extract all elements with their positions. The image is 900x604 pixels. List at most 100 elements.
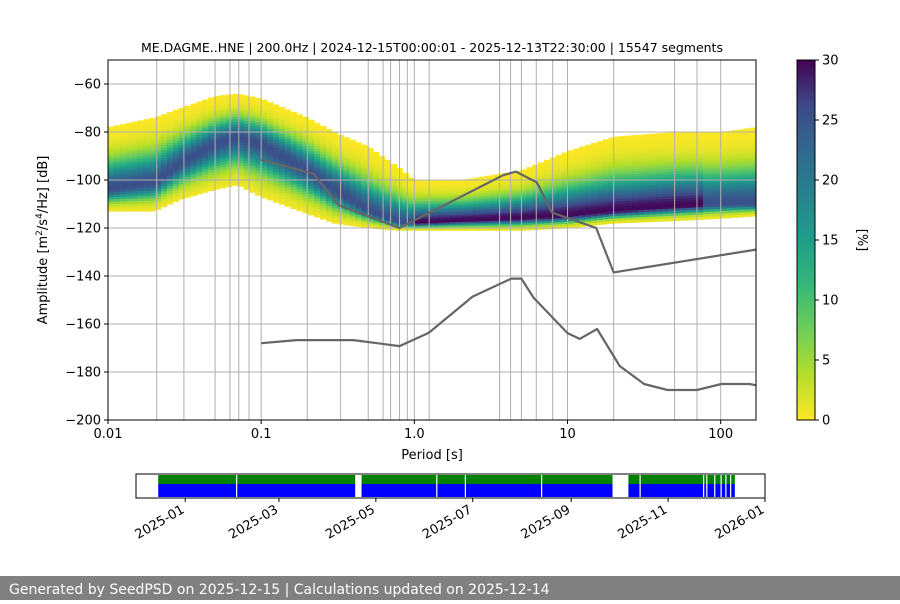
density-cell bbox=[532, 186, 539, 189]
density-cell bbox=[626, 208, 633, 211]
density-cell bbox=[702, 175, 710, 179]
density-cell bbox=[432, 182, 439, 185]
density-cell bbox=[267, 123, 274, 127]
density-cell bbox=[402, 209, 409, 212]
density-cell bbox=[314, 138, 321, 142]
density-cell bbox=[738, 158, 745, 162]
density-cell bbox=[131, 139, 138, 142]
density-cell bbox=[661, 218, 669, 222]
density-cell bbox=[278, 128, 286, 132]
density-cell bbox=[355, 158, 362, 162]
density-cell bbox=[308, 146, 315, 150]
density-cell bbox=[573, 185, 580, 189]
density-cell bbox=[308, 207, 315, 211]
density-cell bbox=[161, 186, 168, 190]
density-cell bbox=[378, 196, 386, 199]
density-cell bbox=[638, 161, 645, 165]
density-cell bbox=[667, 191, 674, 195]
density-cell bbox=[437, 195, 445, 198]
density-cell bbox=[243, 105, 250, 109]
density-cell bbox=[225, 115, 233, 118]
density-cell bbox=[626, 157, 633, 161]
density-cell bbox=[320, 177, 327, 181]
density-cell bbox=[538, 227, 545, 230]
density-cell bbox=[449, 192, 456, 195]
density-cell bbox=[184, 194, 191, 198]
density-cell bbox=[243, 152, 250, 156]
density-cell bbox=[614, 201, 621, 205]
density-cell bbox=[732, 144, 739, 148]
density-cell bbox=[543, 207, 551, 211]
density-cell bbox=[543, 190, 551, 193]
density-cell bbox=[620, 167, 627, 171]
density-cell bbox=[573, 216, 580, 219]
density-cell bbox=[302, 122, 309, 126]
density-cell bbox=[137, 155, 144, 159]
density-cell bbox=[361, 172, 368, 175]
density-cell bbox=[155, 191, 162, 195]
density-cell bbox=[532, 217, 539, 220]
density-cell bbox=[579, 204, 586, 207]
density-cell bbox=[744, 133, 751, 137]
density-cell bbox=[414, 216, 421, 219]
density-cell bbox=[331, 132, 339, 136]
density-cell bbox=[349, 168, 356, 172]
density-cell bbox=[125, 184, 132, 188]
density-cell bbox=[579, 206, 586, 210]
density-cell bbox=[726, 186, 733, 190]
density-cell bbox=[508, 184, 515, 187]
density-cell bbox=[343, 173, 350, 177]
density-cell bbox=[420, 192, 427, 195]
density-cell bbox=[184, 133, 191, 137]
density-cell bbox=[378, 159, 386, 163]
density-cell bbox=[626, 198, 633, 202]
density-cell bbox=[455, 187, 462, 189]
density-cell bbox=[325, 167, 333, 171]
density-cell bbox=[378, 161, 386, 165]
density-cell bbox=[697, 214, 704, 218]
density-cell bbox=[591, 152, 598, 155]
density-cell bbox=[520, 206, 527, 209]
density-cell bbox=[155, 157, 162, 161]
density-cell bbox=[579, 155, 586, 159]
density-cell bbox=[190, 165, 197, 168]
density-cell bbox=[249, 176, 256, 180]
density-cell bbox=[225, 97, 233, 101]
density-cell bbox=[744, 206, 751, 210]
density-cell bbox=[561, 177, 568, 181]
timeline-axis: 2025-01 2025-03 2025-05 2025-07 2025-09 2025-… bbox=[133, 498, 767, 543]
density-cell bbox=[685, 215, 692, 219]
density-cell bbox=[685, 166, 692, 170]
density-cell bbox=[685, 195, 692, 199]
density-cell bbox=[290, 138, 297, 142]
density-cell bbox=[702, 132, 710, 135]
density-cell bbox=[314, 159, 321, 163]
density-cell bbox=[473, 199, 480, 202]
density-cell bbox=[732, 190, 739, 194]
density-cell bbox=[108, 175, 115, 179]
density-cell bbox=[308, 154, 315, 158]
density-cell bbox=[267, 107, 274, 111]
density-cell bbox=[726, 176, 733, 180]
density-cell bbox=[414, 224, 421, 227]
density-cell bbox=[308, 143, 315, 147]
density-cell bbox=[284, 122, 292, 127]
density-cell bbox=[161, 191, 168, 195]
density-cell bbox=[125, 149, 132, 153]
density-cell bbox=[296, 127, 303, 131]
density-cell bbox=[113, 196, 121, 200]
density-cell bbox=[614, 136, 621, 140]
density-cell bbox=[579, 195, 586, 199]
density-cell bbox=[638, 166, 645, 170]
density-cell bbox=[685, 207, 692, 211]
density-cell bbox=[290, 157, 297, 161]
density-cell bbox=[161, 183, 168, 187]
density-cell bbox=[255, 189, 262, 193]
density-cell bbox=[655, 147, 663, 151]
density-cell bbox=[691, 217, 698, 221]
density-cell bbox=[502, 211, 509, 214]
density-cell bbox=[596, 187, 604, 191]
density-cell bbox=[296, 157, 303, 161]
density-cell bbox=[532, 195, 539, 198]
density-cell bbox=[720, 174, 727, 178]
